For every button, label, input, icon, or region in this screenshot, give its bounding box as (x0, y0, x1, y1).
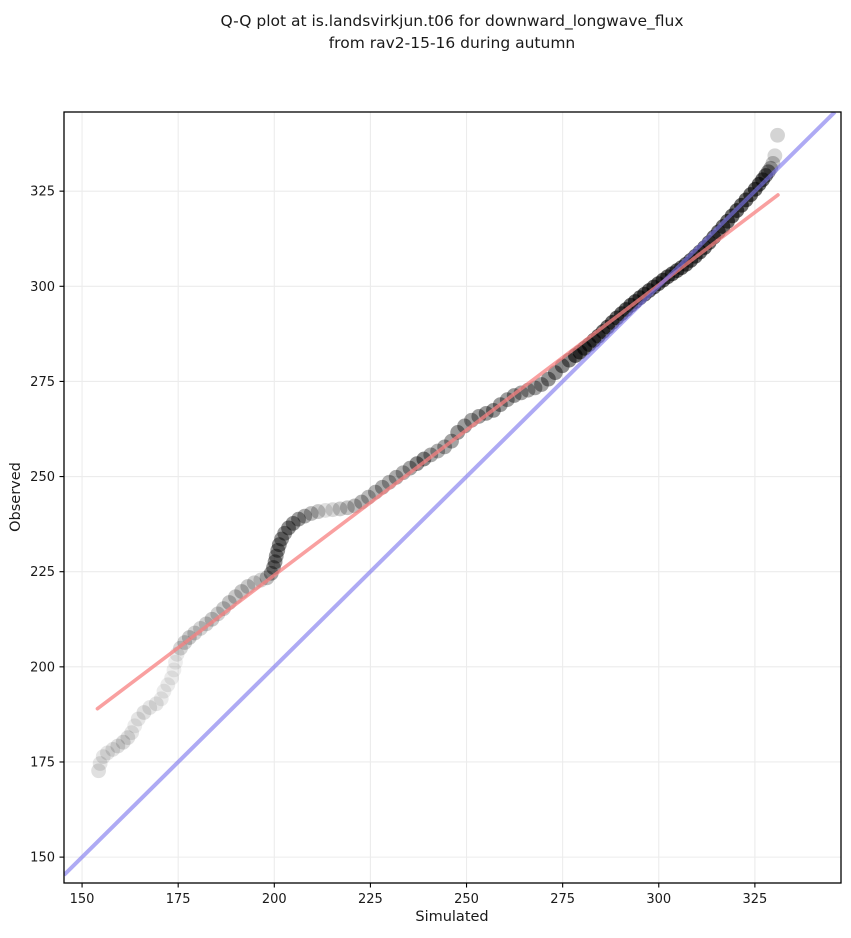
scatter-point (541, 371, 556, 387)
axis-ticks: 150 175 200 225 250 275 300 325 150 175 200 225 250 2… (30, 185, 767, 907)
scatter-point (115, 734, 131, 750)
scatter-point (160, 677, 176, 693)
scatter-point (527, 380, 543, 396)
scatter-point (110, 738, 126, 754)
scatter-point (547, 365, 563, 381)
y-tick-label: 300 (30, 280, 55, 295)
x-axis-label: Simulated (415, 909, 488, 925)
scatter-point (277, 525, 293, 541)
x-tick-label: 300 (646, 892, 671, 907)
scatter-point (332, 501, 348, 517)
scatter-point (291, 511, 306, 527)
x-tick-label: 275 (550, 892, 575, 907)
scatter-point (303, 506, 319, 521)
identity-line (64, 112, 837, 877)
scatter-point (136, 705, 152, 720)
scatter-point (513, 385, 529, 401)
scatter-point (210, 606, 226, 622)
scatter-point (124, 725, 140, 741)
scatter-point (105, 742, 121, 757)
scatter-point (166, 662, 182, 678)
y-tick-label: 225 (30, 565, 55, 580)
x-tick-label: 175 (166, 892, 191, 907)
scatter-point (270, 542, 286, 558)
scatter-point (534, 377, 549, 392)
scatter-point (100, 745, 115, 761)
scatter-point (268, 548, 284, 564)
scatter-point (274, 531, 290, 547)
scatter-point (92, 756, 108, 771)
scatter-point (156, 683, 172, 699)
scatter-point (325, 502, 341, 518)
y-tick-label: 250 (30, 470, 55, 485)
scatter-point (770, 127, 785, 143)
chart-title-line-2: from rav2-15-16 during autumn (329, 34, 576, 52)
scatter-point (130, 711, 146, 727)
grid-lines (64, 112, 841, 883)
scatter-point (164, 670, 180, 686)
scatter-point (271, 537, 287, 553)
x-tick-label: 150 (70, 892, 95, 907)
scatter-point (767, 148, 783, 164)
y-tick-label: 275 (30, 375, 55, 390)
y-axis-label: Observed (8, 462, 24, 532)
scatter-point (281, 520, 296, 536)
y-tick-label: 150 (30, 851, 55, 866)
scatter-point (339, 500, 355, 516)
chart-title-line-1: Q-Q plot at is.landsvirkjun.t06 for down… (220, 12, 683, 31)
scatter-point (142, 700, 158, 715)
y-tick-label: 175 (30, 755, 55, 770)
data-layer (64, 112, 837, 877)
scatter-point (297, 508, 313, 524)
y-tick-label: 325 (30, 185, 55, 200)
scatter-point (318, 503, 333, 518)
scatter-point (267, 554, 283, 570)
scatter-point (120, 730, 136, 746)
scatter-point (285, 515, 301, 531)
scatter-point (168, 654, 183, 670)
scatter-point (95, 749, 111, 765)
scatter-point (310, 504, 326, 519)
y-tick-label: 200 (30, 660, 55, 675)
x-tick-label: 200 (262, 892, 287, 907)
x-tick-label: 250 (454, 892, 479, 907)
scatter-point (153, 691, 169, 707)
plot-border (63, 111, 842, 884)
scatter-point (91, 763, 107, 779)
scatter-point (148, 696, 164, 712)
scatter-point (409, 456, 425, 472)
scatter-point (416, 451, 432, 467)
scatter-point (127, 718, 143, 734)
x-tick-label: 325 (742, 892, 767, 907)
x-tick-label: 225 (358, 892, 383, 907)
